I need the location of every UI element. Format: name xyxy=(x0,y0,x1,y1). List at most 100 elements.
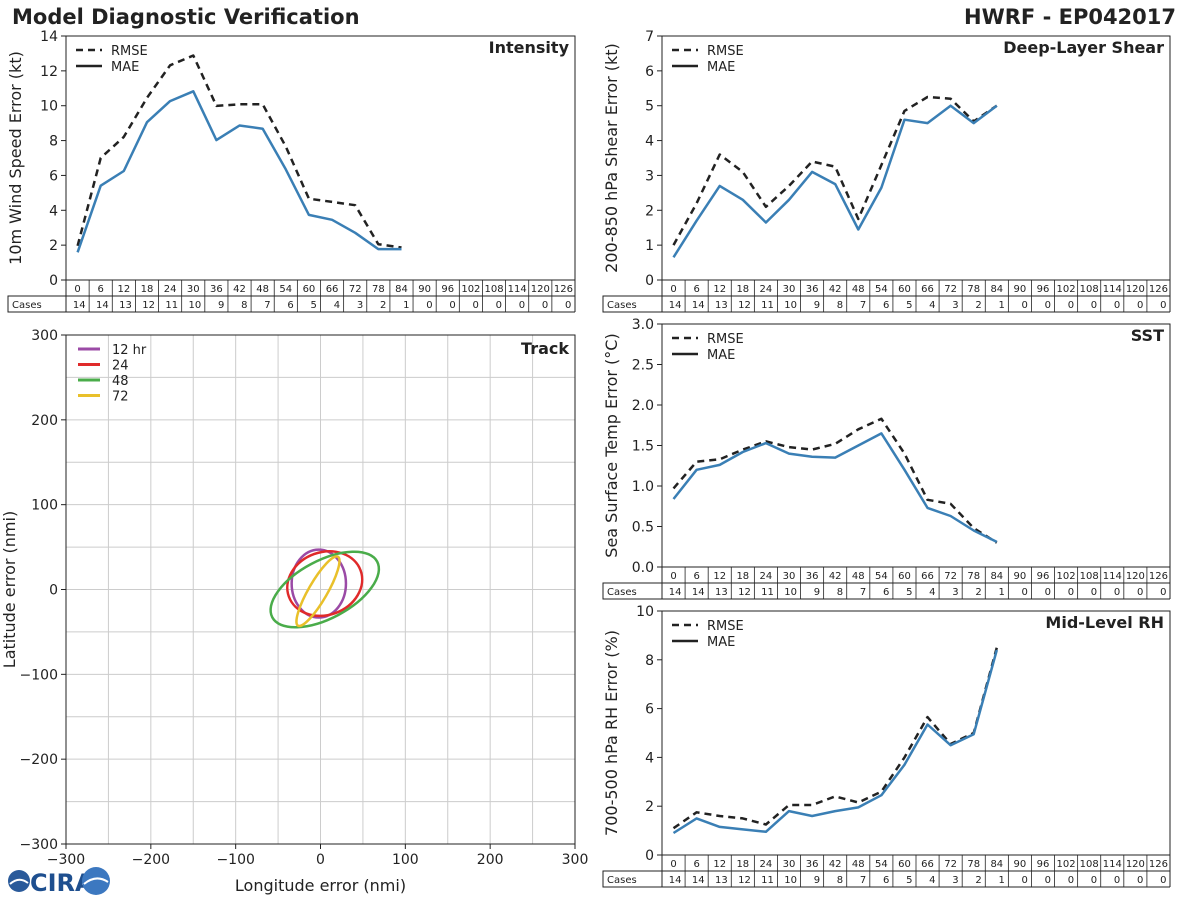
sst-cases-value: 14 xyxy=(669,587,682,598)
shear-hour-label: 66 xyxy=(921,284,934,295)
sst-hour-label: 6 xyxy=(693,571,699,582)
rh-ytick-label: 4 xyxy=(645,750,654,766)
intensity-cases-value: 0 xyxy=(565,300,571,311)
intensity-hour-label: 24 xyxy=(164,284,177,295)
shear-cases-value: 1 xyxy=(998,300,1004,311)
cira-logo-seal-icon xyxy=(82,867,110,895)
shear-cases-value: 0 xyxy=(1137,300,1143,311)
rh-hour-label: 36 xyxy=(806,859,819,870)
sst-cases-value: 9 xyxy=(814,587,820,598)
shear-ytick-label: 2 xyxy=(645,203,654,219)
rh-hour-label: 120 xyxy=(1126,859,1145,870)
sst-series-mae xyxy=(672,432,998,544)
shear-hour-label: 24 xyxy=(760,284,773,295)
rh-hour-label: 66 xyxy=(921,859,934,870)
shear-hour-label: 0 xyxy=(670,284,676,295)
shear-cases-label: Cases xyxy=(607,300,637,311)
intensity-legend-mae-label: MAE xyxy=(111,60,139,75)
track-title: Track xyxy=(521,339,569,358)
intensity-title: Intensity xyxy=(489,38,570,57)
intensity-ytick-label: 10 xyxy=(40,99,58,115)
rh-hour-label: 0 xyxy=(670,859,676,870)
rh-cases-value: 5 xyxy=(906,875,912,886)
shear-hour-label: 126 xyxy=(1149,284,1168,295)
shear-cases-value: 3 xyxy=(952,300,958,311)
intensity-cases-value: 0 xyxy=(449,300,455,311)
sst-hour-label: 48 xyxy=(852,571,865,582)
shear-ytick-label: 0 xyxy=(645,273,654,289)
track-chart: −300 −200 −100 0 100 200 300 −300 −200 −100 0 100 20… xyxy=(0,328,588,895)
sst-hour-label: 120 xyxy=(1126,571,1145,582)
sst-cases-value: 5 xyxy=(906,587,912,598)
rh-cases-value: 3 xyxy=(952,875,958,886)
intensity-legend-rmse-label: RMSE xyxy=(111,44,148,59)
intensity-cases-value: 1 xyxy=(403,300,409,311)
shear-hour-label: 42 xyxy=(829,284,842,295)
track-ytick-label: −200 xyxy=(20,752,58,768)
rh-series-mae xyxy=(672,649,999,835)
rh-ytick-label: 10 xyxy=(636,604,654,620)
intensity-cases-value: 0 xyxy=(542,300,548,311)
shear-ytick-label: 3 xyxy=(645,168,654,184)
intensity-ytick-label: 0 xyxy=(49,273,58,289)
rh-hour-label: 78 xyxy=(967,859,980,870)
track-ellipse-24 xyxy=(286,550,364,618)
shear-hour-label: 102 xyxy=(1057,284,1076,295)
sst-ytick-label: 2.5 xyxy=(632,358,654,374)
intensity-cases-value: 11 xyxy=(165,300,178,311)
rh-hour-label: 102 xyxy=(1057,859,1076,870)
shear-cases-value: 0 xyxy=(1045,300,1051,311)
shear-plot-frame xyxy=(661,35,1171,281)
sst-hour-label: 30 xyxy=(783,571,796,582)
shear-ylabel: 200-850 hPa Shear Error (kt) xyxy=(602,43,621,273)
sst-cases-value: 4 xyxy=(929,587,935,598)
sst-ytick-label: 0.0 xyxy=(632,560,654,576)
rh-cases-value: 0 xyxy=(1091,875,1097,886)
shear-cases-value: 0 xyxy=(1160,300,1166,311)
intensity-ytick-label: 2 xyxy=(49,238,58,254)
shear-legend-mae-label: MAE xyxy=(707,60,735,75)
rh-cases-value: 10 xyxy=(784,875,797,886)
intensity-plot-frame xyxy=(65,35,576,281)
shear-hour-label: 6 xyxy=(693,284,699,295)
shear-hour-label: 30 xyxy=(783,284,796,295)
track-ytick-label: −100 xyxy=(20,667,58,683)
intensity-cases-label: Cases xyxy=(12,300,42,311)
rh-hour-label: 18 xyxy=(736,859,749,870)
intensity-hour-label: 102 xyxy=(461,284,480,295)
shear-hour-label: 54 xyxy=(875,284,888,295)
intensity-hour-label: 96 xyxy=(441,284,454,295)
intensity-cases-value: 7 xyxy=(264,300,270,311)
track-xtick-label: 200 xyxy=(477,852,504,868)
page-title: Model Diagnostic Verification xyxy=(12,5,360,29)
sst-hour-label: 54 xyxy=(875,571,888,582)
sst-legend-rmse-label: RMSE xyxy=(707,332,744,347)
intensity-hour-label: 54 xyxy=(279,284,292,295)
rh-hour-label: 24 xyxy=(760,859,773,870)
shear-cases-value: 0 xyxy=(1114,300,1120,311)
intensity-cases-value: 4 xyxy=(334,300,340,311)
track-legend-label: 48 xyxy=(112,374,129,389)
intensity-cases-value: 0 xyxy=(426,300,432,311)
sst-title: SST xyxy=(1131,326,1164,345)
rh-cases-value: 4 xyxy=(929,875,935,886)
sst-hour-label: 18 xyxy=(736,571,749,582)
cira-logo: CIRA xyxy=(6,864,111,900)
rh-cases-value: 0 xyxy=(1022,875,1028,886)
shear-hour-label: 96 xyxy=(1037,284,1050,295)
sst-cases-value: 12 xyxy=(738,587,751,598)
rh-cases-value: 0 xyxy=(1137,875,1143,886)
sst-ytick-label: 2.0 xyxy=(632,398,654,414)
shear-hour-label: 90 xyxy=(1014,284,1027,295)
intensity-ytick-label: 8 xyxy=(49,134,58,150)
intensity-hour-label: 6 xyxy=(98,284,104,295)
sst-hour-label: 78 xyxy=(967,571,980,582)
shear-ytick-label: 6 xyxy=(645,64,654,80)
sst-ytick-label: 0.5 xyxy=(632,520,654,536)
intensity-hour-label: 12 xyxy=(117,284,130,295)
rh-cases-value: 1 xyxy=(998,875,1004,886)
shear-title: Deep-Layer Shear xyxy=(1003,38,1164,57)
intensity-cases-value: 12 xyxy=(142,300,155,311)
intensity-hour-label: 72 xyxy=(349,284,362,295)
